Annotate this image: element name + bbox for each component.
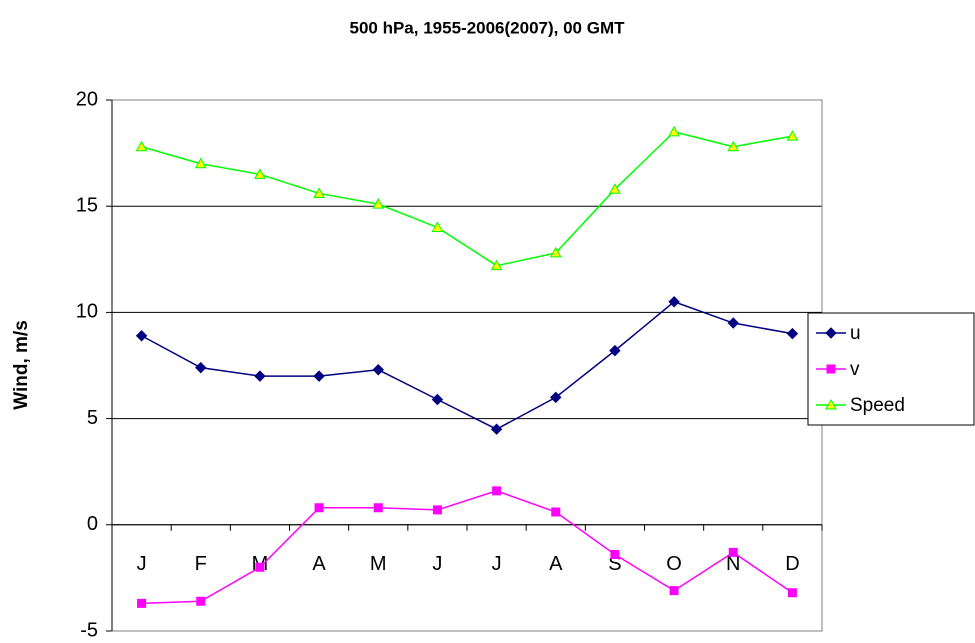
marker xyxy=(551,507,561,517)
plot-border xyxy=(111,99,823,632)
marker xyxy=(372,364,384,376)
x-tick-label: A xyxy=(549,553,563,575)
marker xyxy=(255,562,265,572)
marker xyxy=(727,317,739,329)
marker xyxy=(135,140,148,152)
y-tick-label: 0 xyxy=(87,513,98,535)
series-line xyxy=(141,490,793,605)
marker xyxy=(313,187,325,198)
y-tick-label: -5 xyxy=(80,619,98,641)
x-tick-label: J xyxy=(432,553,442,575)
x-tick-label: O xyxy=(666,553,682,575)
marker xyxy=(196,596,206,606)
series-line xyxy=(141,131,793,267)
marker xyxy=(314,503,324,513)
y-tick-label: 20 xyxy=(76,88,98,110)
marker xyxy=(609,344,621,357)
marker xyxy=(550,391,562,404)
marker xyxy=(194,157,207,169)
legend-label: u xyxy=(850,323,861,344)
marker xyxy=(786,130,799,141)
x-tick-label: J xyxy=(492,553,502,575)
x-tick-label: N xyxy=(726,553,740,575)
x-tick-label: D xyxy=(785,553,799,575)
marker xyxy=(431,393,444,406)
marker xyxy=(826,364,836,374)
marker xyxy=(490,423,503,435)
legend-label: v xyxy=(850,359,860,380)
y-tick-label: 10 xyxy=(76,301,98,323)
y-tick-label: 15 xyxy=(76,194,98,216)
marker xyxy=(492,486,502,496)
marker xyxy=(825,327,837,339)
x-tick-label: A xyxy=(312,553,326,575)
marker xyxy=(432,505,442,515)
marker xyxy=(313,370,325,382)
marker xyxy=(825,398,837,410)
marker xyxy=(786,327,799,340)
marker xyxy=(254,168,266,179)
marker xyxy=(668,296,680,308)
marker xyxy=(549,246,562,258)
y-tick-label: 5 xyxy=(87,407,98,429)
marker xyxy=(135,330,148,342)
x-tick-label: F xyxy=(195,553,207,575)
marker xyxy=(787,588,797,598)
x-tick-label: J xyxy=(137,553,147,575)
marker xyxy=(373,503,383,513)
marker xyxy=(137,598,147,608)
series-line xyxy=(141,300,793,431)
marker xyxy=(372,198,385,209)
marker xyxy=(254,370,266,382)
marker xyxy=(728,547,738,557)
marker xyxy=(490,259,503,271)
marker xyxy=(195,361,207,374)
marker xyxy=(431,221,444,232)
legend-label: Speed xyxy=(850,395,905,416)
y-axis-label: Wind, m/s xyxy=(11,320,32,410)
marker xyxy=(669,586,679,596)
chart-title: 500 hPa, 1955-2006(2007), 00 GMT xyxy=(350,18,626,37)
marker xyxy=(668,125,680,137)
marker xyxy=(609,183,621,194)
x-tick-label: M xyxy=(370,553,387,575)
marker xyxy=(727,140,740,152)
marker xyxy=(610,550,620,560)
